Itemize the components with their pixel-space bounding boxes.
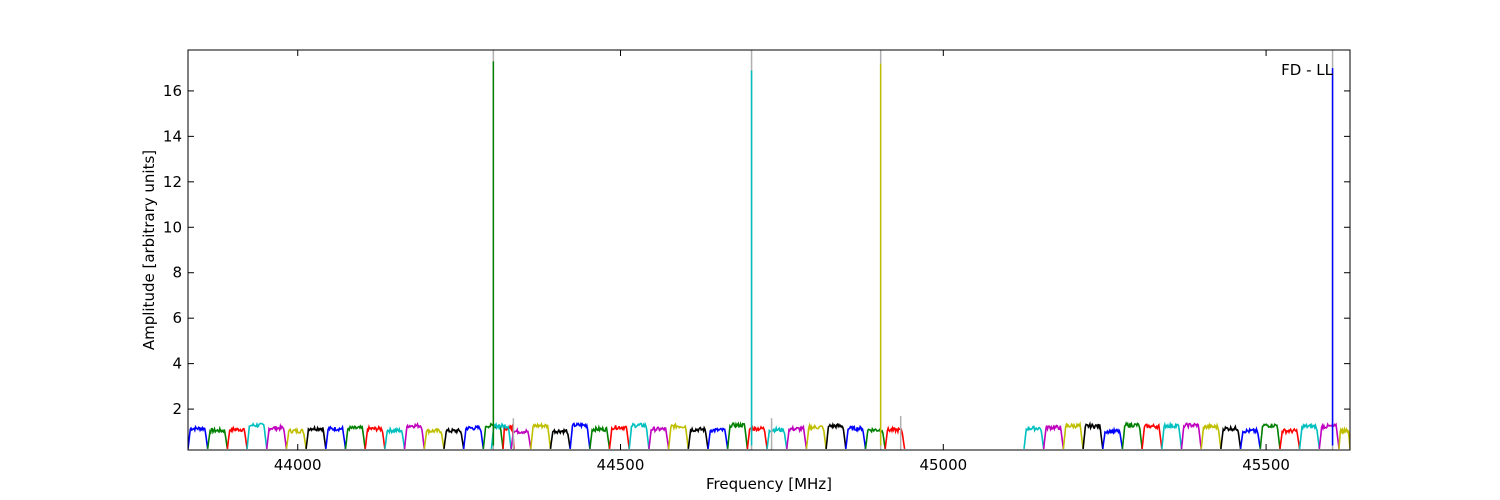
x-tick-label: 45000 xyxy=(919,456,967,474)
band-line xyxy=(423,427,445,450)
band-line xyxy=(884,425,906,450)
band-line xyxy=(443,426,465,450)
y-axis: 2 4 6 8 10 12 14 16 xyxy=(163,82,1350,418)
band-line xyxy=(1141,422,1163,449)
band-line xyxy=(805,422,827,449)
band-line xyxy=(1200,422,1222,450)
band-line xyxy=(1082,421,1104,450)
band-line xyxy=(825,421,847,449)
x-tick-label: 44000 xyxy=(274,456,322,474)
band-line xyxy=(1259,423,1281,449)
y-tick-label: 4 xyxy=(172,355,182,373)
y-tick-label: 14 xyxy=(163,127,182,145)
y-tick-label: 12 xyxy=(163,173,182,191)
band-line xyxy=(549,427,571,450)
band-line xyxy=(1121,421,1143,449)
band-line xyxy=(226,425,248,450)
band-line xyxy=(1338,426,1350,449)
band-line xyxy=(1161,421,1183,449)
band-line xyxy=(188,424,209,450)
chart-annotation: FD - LL xyxy=(1281,61,1333,79)
band-line xyxy=(648,426,670,450)
band-line xyxy=(608,425,630,449)
x-tick-label: 44500 xyxy=(597,456,645,474)
band-line xyxy=(786,424,808,450)
band-line xyxy=(1042,424,1065,450)
x-tick-label: 45500 xyxy=(1242,456,1290,474)
band-line xyxy=(206,425,229,450)
band-line xyxy=(569,421,591,449)
band-line xyxy=(325,424,347,449)
band-line xyxy=(530,421,552,449)
x-axis: 44000 44500 45000 45500 xyxy=(274,50,1290,474)
band-line xyxy=(845,425,867,449)
band-line xyxy=(864,426,886,450)
y-tick-label: 16 xyxy=(163,82,182,100)
band-line xyxy=(1239,426,1262,450)
band-line xyxy=(746,424,768,450)
series-group xyxy=(188,50,1350,450)
band-line xyxy=(1180,422,1202,449)
band-line xyxy=(589,424,611,450)
band-line xyxy=(266,422,288,449)
band-line xyxy=(403,421,426,449)
y-tick-label: 6 xyxy=(172,309,182,327)
axes-frame xyxy=(187,49,1351,451)
y-tick-label: 2 xyxy=(172,400,182,418)
plot-area xyxy=(188,50,1350,450)
band-line xyxy=(1279,427,1301,450)
band-line xyxy=(364,424,386,450)
band-line xyxy=(707,427,729,450)
y-tick-label: 10 xyxy=(163,218,182,236)
band-line xyxy=(510,427,532,450)
band-line xyxy=(462,424,485,449)
band-line xyxy=(687,425,709,450)
band-line xyxy=(628,421,650,449)
band-line xyxy=(344,424,366,450)
band-line xyxy=(667,422,690,450)
band-line xyxy=(285,426,307,450)
band-line xyxy=(384,426,406,450)
band-line xyxy=(1062,421,1084,449)
band-line xyxy=(726,421,749,449)
band-line xyxy=(1220,424,1242,450)
band-line xyxy=(490,422,512,450)
band-line xyxy=(1023,425,1045,450)
band-line xyxy=(305,424,327,449)
band-line xyxy=(766,425,788,450)
band-line xyxy=(1318,422,1340,449)
x-axis-label: Frequency [MHz] xyxy=(706,475,832,493)
band-line xyxy=(1102,426,1124,450)
y-tick-label: 8 xyxy=(172,264,182,282)
band-line xyxy=(246,421,268,449)
band-line xyxy=(1298,422,1321,449)
y-axis-label: Amplitude [arbitrary units] xyxy=(140,150,158,350)
